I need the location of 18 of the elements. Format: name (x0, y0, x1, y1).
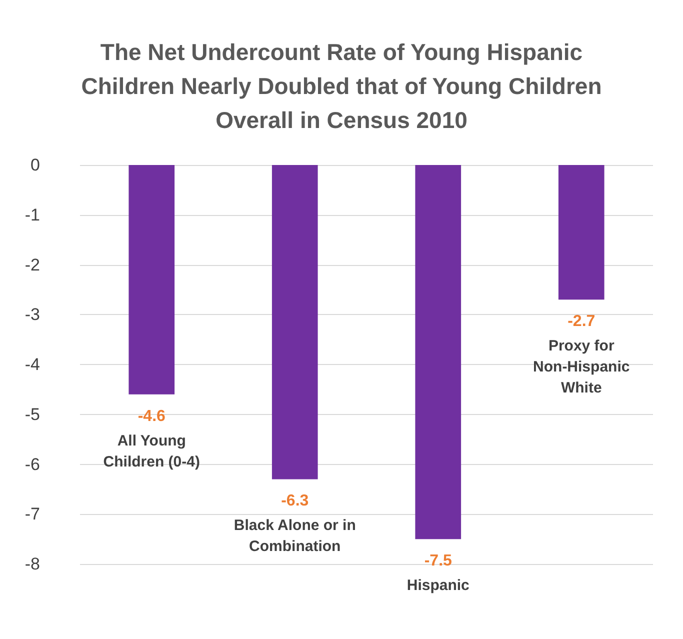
data-label: -4.6 (138, 408, 166, 425)
x-tick-label: Proxy for Non-Hispanic White (533, 338, 630, 397)
x-tick-label: Black Alone or in Combination (234, 517, 356, 556)
chart-title: The Net Undercount Rate of Young Hispanic Children Nearly Doubled that of Young Children Overall in Census 2010 (81, 39, 602, 133)
x-tick-label: Hispanic (406, 577, 470, 594)
data-label: -2.7 (568, 313, 596, 330)
data-label: -6.3 (281, 492, 309, 510)
y-tick-label: -4 (24, 355, 40, 374)
x-tick-label: All Young Children (0-4) (103, 432, 200, 470)
y-tick-label: -8 (24, 554, 40, 574)
y-tick-label: -3 (24, 305, 40, 324)
data-label: -7.5 (424, 552, 452, 570)
y-tick-label: -6 (24, 454, 40, 474)
y-tick-label: -5 (24, 404, 40, 424)
y-tick-label: -7 (24, 504, 40, 524)
y-tick-label: -1 (24, 205, 40, 224)
y-tick-label: -2 (24, 255, 40, 274)
y-tick-label: 0 (30, 156, 40, 174)
